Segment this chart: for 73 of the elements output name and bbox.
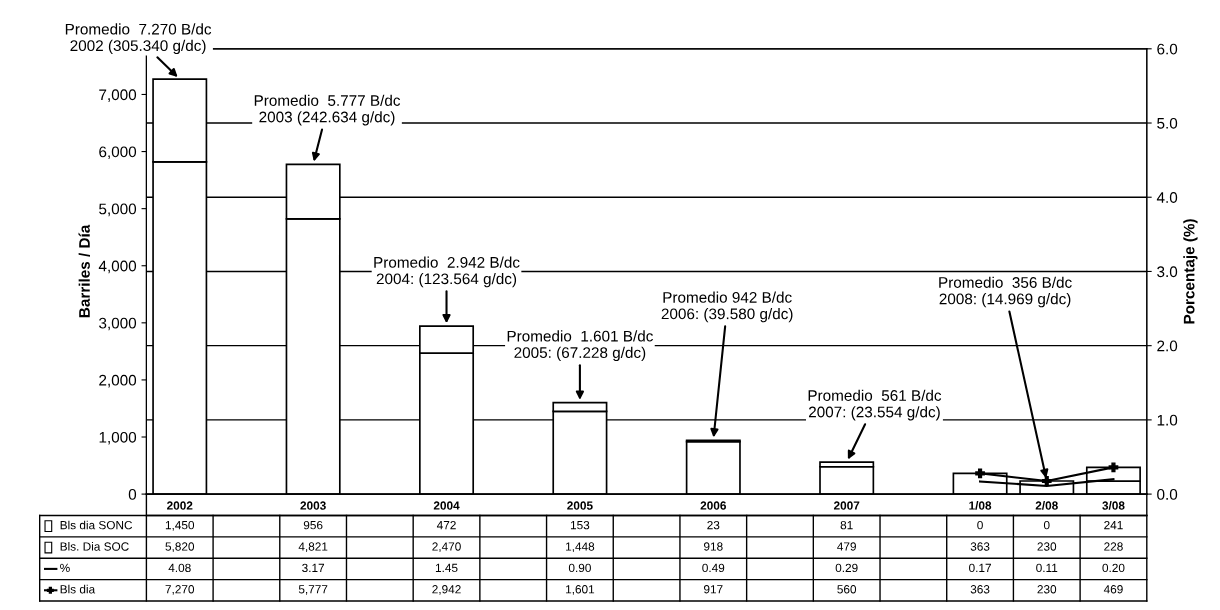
x-tick-label: 2002 (167, 501, 193, 510)
text: 2,942 (432, 585, 461, 595)
data-label: 1,448 (566, 542, 595, 553)
data-label: 4,821 (298, 542, 328, 553)
annotation: Promedio 356 B/dc 2008: (14.969 g/dc) (939, 276, 1072, 308)
text: 4.08 (168, 563, 191, 573)
text: 1.45 (435, 563, 458, 573)
text: 917 (704, 585, 723, 594)
data-label: 0 (1043, 520, 1050, 530)
legend-label: Bls dia SONC (60, 520, 133, 530)
y2-tick-label: 0.0 (1157, 488, 1178, 500)
text: 1,601 (566, 585, 595, 595)
data-label: 153 (570, 520, 590, 530)
text: 0.49 (702, 563, 725, 573)
x-tick-label: 2/08 (1035, 501, 1058, 510)
y2-tick-label: 3.0 (1157, 266, 1178, 278)
annotation: Promedio 942 B/dc 2006: (39.580 g/dc) (661, 291, 793, 323)
data-label: 2,470 (432, 542, 461, 553)
data-label: 0.11 (1036, 563, 1058, 573)
y2-tick-label: 5.0 (1157, 117, 1178, 129)
legend-label: % (60, 563, 70, 573)
y-tick-label: 3,000 (99, 317, 137, 331)
x-tick-label: 2003 (300, 501, 326, 510)
text: 3.17 (302, 563, 325, 573)
annotation: Promedio 2.942 B/dc 2004: (123.564 g/dc) (374, 256, 520, 288)
data-label: 0 (977, 520, 983, 530)
data-label: 241 (1104, 520, 1123, 530)
x-tick-label: 2007 (833, 501, 860, 510)
y2-tick-label: 6.0 (1157, 43, 1178, 55)
x-tick-label: 2005 (567, 501, 593, 510)
annotation: Promedio 561 B/dc 2007: (23.554 g/dc) (808, 389, 942, 421)
x-tick-label: 2006 (700, 501, 726, 510)
y-tick-label: 6,000 (99, 146, 137, 160)
legend-label: Bls. Dia SOC (60, 542, 129, 551)
x-tick-label: 1/08 (969, 501, 992, 510)
y-tick-label: 2,000 (99, 374, 137, 388)
annotation: Promedio 1.601 B/dc 2005: (67.228 g/dc) (507, 330, 653, 362)
annotation: Promedio 5.777 B/dc 2003 (242.634 g/dc) (254, 94, 401, 126)
data-label: 0.17 (969, 563, 991, 573)
y-axis-title: Barriles / Día (78, 224, 91, 318)
data-label: 1,450 (165, 520, 195, 531)
text: 5,777 (298, 585, 328, 595)
y2-tick-label: 2.0 (1157, 340, 1178, 352)
data-label: 918 (704, 542, 723, 551)
data-label: 23 (707, 520, 720, 530)
text: 0.90 (568, 563, 591, 573)
text: 0.29 (835, 563, 858, 573)
text: 7,270 (165, 585, 195, 595)
y2-axis-title: Porcentaje (%) (1183, 219, 1198, 324)
y-tick-label: 1,000 (99, 431, 137, 445)
data-label: 0.20 (1102, 563, 1125, 573)
data-label: 469 (1103, 585, 1123, 594)
data-label: 228 (1104, 542, 1123, 551)
text: 560 (837, 585, 857, 594)
data-label: 472 (436, 520, 456, 530)
y-tick-label: 0 (128, 488, 137, 500)
x-tick-label: 3/08 (1102, 501, 1125, 510)
data-label: 81 (840, 520, 853, 530)
y2-tick-label: 4.0 (1156, 192, 1178, 203)
data-label: 479 (837, 542, 856, 551)
annotation: Promedio 7.270 B/dc 2002 (305.340 g/dc) (65, 23, 212, 55)
y-tick-label: 5,000 (99, 203, 137, 217)
y-tick-label: 7,000 (99, 89, 137, 102)
y2-tick-label: 1.0 (1157, 414, 1178, 426)
legend-label: Bls dia (60, 584, 96, 594)
x-tick-label: 2004 (433, 501, 460, 510)
data-label: 230 (1037, 542, 1057, 551)
data-label: 363 (970, 542, 990, 551)
data-label: 363 (970, 585, 990, 594)
data-label: 956 (303, 520, 323, 530)
y-tick-label: 4,000 (98, 260, 137, 274)
data-label: 5,820 (165, 542, 195, 553)
data-label: 230 (1037, 585, 1057, 594)
